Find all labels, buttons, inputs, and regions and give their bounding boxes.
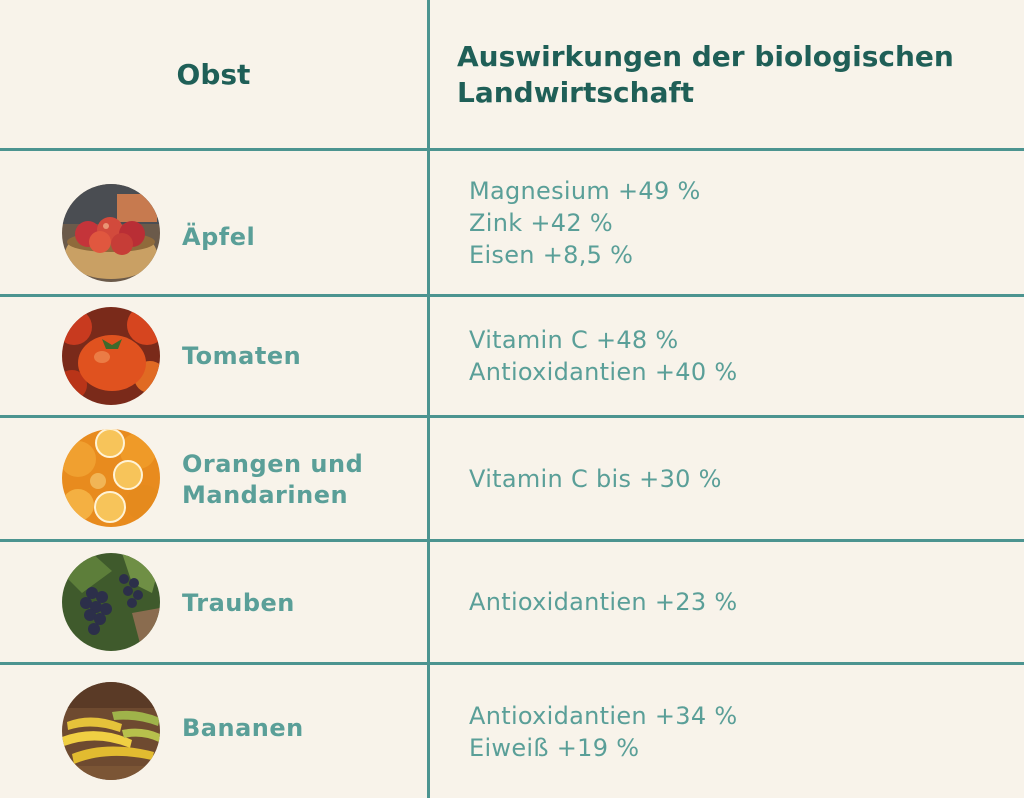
- bananas-image: [62, 682, 160, 780]
- fruit-cell: Bananen: [0, 665, 427, 798]
- effect-value: Antioxidantien +23 %: [469, 588, 738, 616]
- effect-value: Eiweiß +19 %: [469, 733, 640, 762]
- fruit-name: Trauben: [182, 589, 295, 617]
- row-divider: [0, 148, 1024, 151]
- table-row: Tomaten Vitamin C +48 % Antioxidantien +…: [0, 297, 1024, 415]
- table-row: Bananen Antioxidantien +34 % Eiweiß +19 …: [0, 665, 1024, 798]
- effect-value: Antioxidantien +34 %: [469, 701, 738, 730]
- tomatoes-image: [62, 307, 160, 405]
- effect-value: Vitamin C bis +30 %: [469, 464, 722, 493]
- effects-cell: Vitamin C bis +30 %: [469, 418, 1019, 539]
- column-header-effects: Auswirkungen der biologischen Landwirtsc…: [457, 39, 954, 109]
- table-row: Äpfel Magnesium +49 % Zink +42 % Eisen +…: [0, 151, 1024, 294]
- effect-value: Vitamin C +48 %: [469, 326, 679, 354]
- fruit-cell: Trauben: [0, 542, 427, 662]
- fruit-name: Tomaten: [182, 342, 302, 370]
- table-row: Trauben Antioxidantien +23 %: [0, 542, 1024, 662]
- effect-value: Eisen +8,5 %: [469, 240, 634, 269]
- effect-value: Zink +42 %: [469, 208, 613, 237]
- effect-value: Magnesium +49 %: [469, 176, 701, 205]
- effect-value: Antioxidantien +40 %: [469, 358, 738, 386]
- row-divider: [0, 294, 1024, 297]
- grapes-image: [62, 553, 160, 651]
- effects-cell: Antioxidantien +34 % Eiweiß +19 %: [469, 665, 1019, 798]
- oranges-image: [62, 429, 160, 527]
- column-header-fruit: Obst: [176, 58, 251, 91]
- effects-cell: Vitamin C +48 % Antioxidantien +40 %: [469, 297, 1019, 415]
- row-divider: [0, 539, 1024, 542]
- fruit-name: Bananen: [182, 714, 304, 742]
- apples-in-bowl-image: [62, 184, 160, 282]
- effects-cell: Magnesium +49 % Zink +42 % Eisen +8,5 %: [469, 151, 1019, 294]
- fruit-cell: Orangen und Mandarinen: [0, 418, 427, 539]
- fruit-name: Äpfel: [182, 223, 256, 251]
- effects-cell: Antioxidantien +23 %: [469, 542, 1019, 662]
- column-divider: [427, 0, 430, 798]
- fruit-name: Orangen und Mandarinen: [182, 450, 364, 509]
- row-divider: [0, 662, 1024, 665]
- table-row: Orangen und Mandarinen Vitamin C bis +30…: [0, 418, 1024, 539]
- fruit-cell: Tomaten: [0, 297, 427, 415]
- row-divider: [0, 415, 1024, 418]
- fruit-cell: Äpfel: [0, 151, 427, 294]
